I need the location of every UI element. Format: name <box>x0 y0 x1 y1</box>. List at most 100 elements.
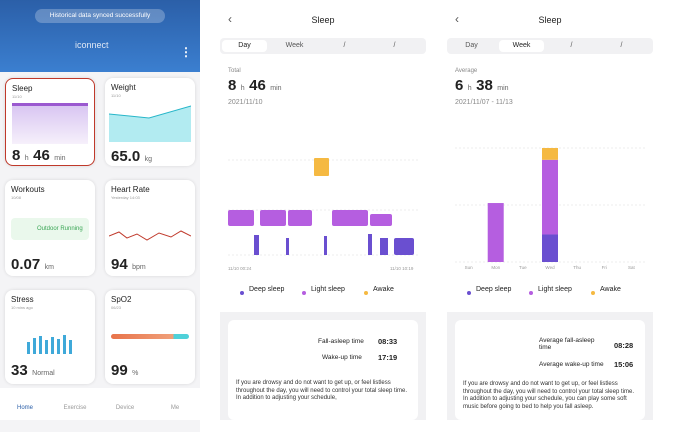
minutes: 38 <box>476 77 493 94</box>
wake-label: Wake-up time <box>322 354 362 361</box>
menu[interactable]: ⋮ <box>180 45 192 59</box>
tab[interactable]: / <box>343 42 346 49</box>
legend-swatch <box>591 291 595 295</box>
tab[interactable]: Week <box>285 42 304 49</box>
tab[interactable]: / <box>620 42 623 49</box>
card-date: 10 mins ago <box>11 305 33 310</box>
unit: h <box>467 85 472 92</box>
legend-label: Light sleep <box>311 286 345 293</box>
activity: Outdoor Running <box>11 218 89 240</box>
heart-value: 94 bpm <box>111 256 146 274</box>
nav-item[interactable]: Home <box>16 405 33 411</box>
unit: bpm <box>132 264 146 271</box>
minutes: 46 <box>33 147 50 164</box>
legend-label: Deep sleep <box>476 286 512 293</box>
legend-swatch <box>364 291 368 295</box>
avg-value: 6 h 38 min <box>455 77 509 95</box>
hours: 8 <box>228 77 237 94</box>
workouts-card[interactable]: Workouts 10/08 Outdoor Running 0.07 km <box>5 180 95 276</box>
stress-card[interactable]: Stress 10 mins ago 33 Normal <box>5 290 95 384</box>
fall-label: Average fall-asleep time <box>539 337 595 351</box>
heart-card[interactable]: Heart Rate Yesterday 14:03 94 bpm <box>105 180 195 276</box>
workout-value: 0.07 km <box>11 256 54 274</box>
weight-value: 65.0 kg <box>111 148 152 166</box>
minutes: 46 <box>249 77 266 94</box>
hours: 8 <box>12 147 21 164</box>
card-title: Weight <box>111 83 136 92</box>
day-screen: ‹ Sleep Day Week / / Total 8 h 46 min 2021/… <box>220 0 426 420</box>
back[interactable]: ‹ <box>455 12 459 26</box>
nav-item[interactable]: Me <box>170 405 180 411</box>
date: 2021/11/07 - 11/13 <box>455 99 513 106</box>
advice: If you are drowsy and do not want to get… <box>463 381 634 410</box>
card-title: Sleep <box>12 84 33 93</box>
unit: % <box>132 370 139 377</box>
card-date: 11/10 <box>12 94 22 99</box>
screen-title: Sleep <box>311 15 335 25</box>
date: 2021/11/10 <box>228 99 263 106</box>
legend-swatch <box>529 291 533 295</box>
bar-segment <box>487 203 504 262</box>
week-screen: ‹ Sleep Day Week / / Average 6 h 38 min 202… <box>447 0 653 420</box>
axis-start: 11/10 00:24 <box>228 266 252 271</box>
wake-time: 15:06 <box>614 360 634 369</box>
card-date: 11/10 <box>111 93 121 98</box>
x-tick-label: Mon <box>491 265 500 270</box>
legend-swatch <box>240 291 244 295</box>
legend-swatch <box>467 291 471 295</box>
week-chart: Sun Mon Tue Wed Thu Fri Sat <box>455 147 645 270</box>
card-title: Workouts <box>11 185 45 194</box>
spo2-bar <box>111 334 189 339</box>
tab-active <box>222 40 267 52</box>
stress-value: 33 Normal <box>11 362 55 380</box>
bar-segment <box>542 159 558 235</box>
wake-label: Average wake-up time <box>539 361 604 368</box>
fall-time: 08:28 <box>614 341 634 350</box>
home-screen: Historical data synced successfully icon… <box>0 0 200 432</box>
stress-graph <box>27 335 72 354</box>
unit: km <box>44 264 54 271</box>
tab[interactable]: Day <box>465 42 478 49</box>
spo2-card[interactable]: SpO2 06/23 99 % <box>105 290 195 384</box>
x-tick-label: Fri <box>602 265 607 270</box>
unit: h <box>240 85 245 92</box>
value: 99 <box>111 362 128 379</box>
sleep-timeline <box>228 158 418 256</box>
screen-title: Sleep <box>538 15 562 25</box>
toast: Historical data synced successfully <box>35 9 165 23</box>
nav-item[interactable]: Device <box>115 405 135 411</box>
value: 94 <box>111 256 128 273</box>
tab[interactable]: / <box>393 42 396 49</box>
info-card <box>455 320 645 420</box>
unit: h <box>24 155 29 162</box>
weight-card[interactable]: Weight 11/10 65.0 kg <box>105 78 195 166</box>
x-tick-label: Thu <box>573 265 581 270</box>
sleep-card[interactable]: Sleep 11/10 8 h 46 min <box>5 78 95 166</box>
value: 65.0 <box>111 148 141 165</box>
x-tick-label: Sun <box>465 265 474 270</box>
tab[interactable]: Day <box>238 42 251 49</box>
bar-segment <box>542 234 558 262</box>
back[interactable]: ‹ <box>228 12 232 26</box>
nav-item[interactable]: Exercise <box>63 405 87 411</box>
card-date: 06/23 <box>111 305 122 310</box>
info-card <box>228 320 418 420</box>
value: 0.07 <box>11 256 41 273</box>
bar-segment <box>542 148 558 160</box>
spo2-value: 99 % <box>111 362 138 380</box>
sleep-preview <box>12 103 88 144</box>
tab[interactable]: / <box>570 42 573 49</box>
x-tick-label: Wed <box>545 265 555 270</box>
card-title: Stress <box>11 295 34 304</box>
unit: min <box>270 85 282 92</box>
total-label: Total <box>228 68 241 74</box>
weight-graph <box>109 105 191 142</box>
legend-label: Awake <box>373 286 394 293</box>
unit: Normal <box>32 370 55 377</box>
wake-time: 17:19 <box>378 353 398 362</box>
x-tick-label: Sat <box>628 265 636 270</box>
brand: iconnect <box>75 40 109 50</box>
heart-graph <box>109 230 191 241</box>
tab[interactable]: Week <box>512 42 531 49</box>
